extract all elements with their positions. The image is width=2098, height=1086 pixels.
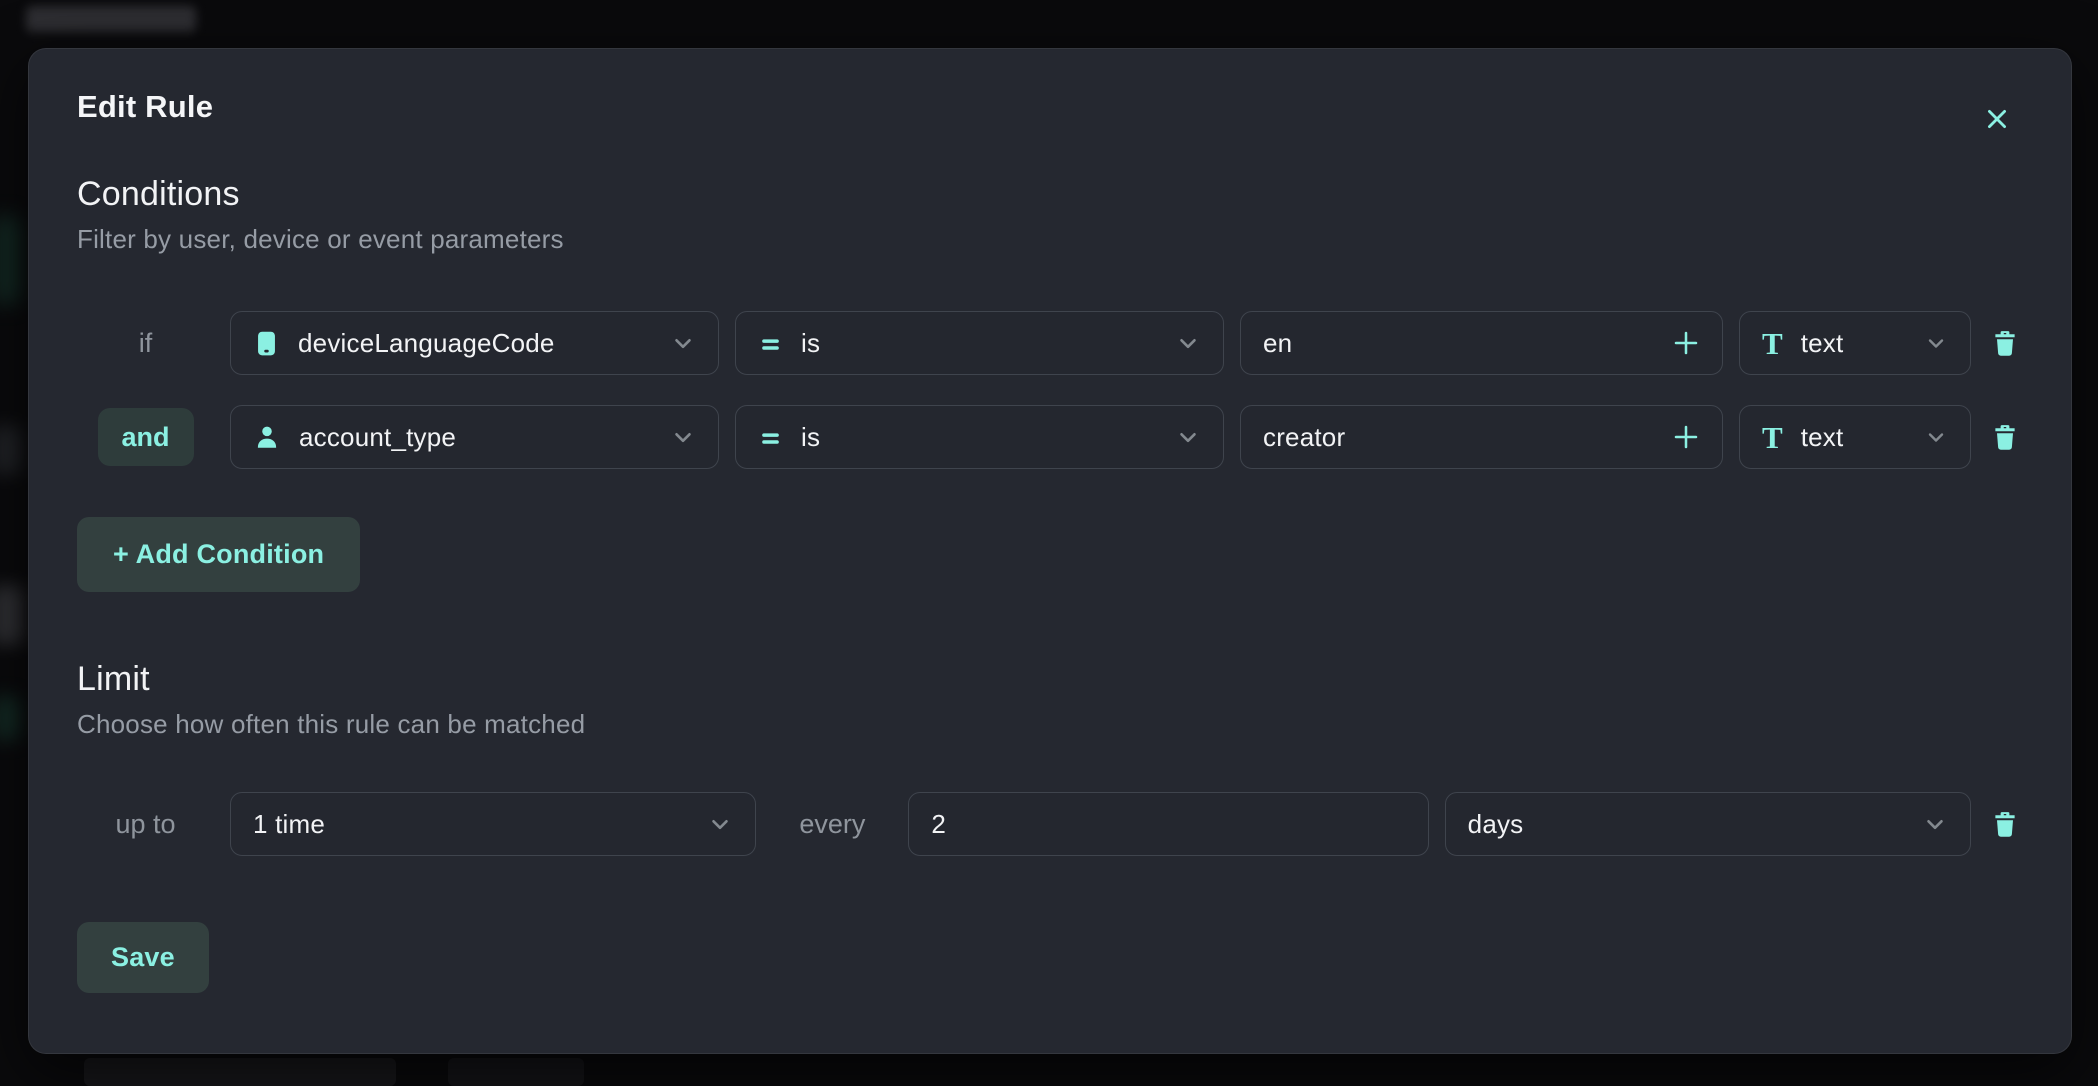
delete-condition-button[interactable] <box>1987 415 2023 459</box>
user-icon <box>253 423 281 451</box>
unit-select[interactable]: days <box>1444 792 1971 856</box>
if-label: if <box>138 327 153 358</box>
condition-row: and account_type <box>77 405 2023 469</box>
trash-icon <box>1990 328 2020 358</box>
every-label: every <box>799 808 866 839</box>
value-type: text <box>1800 327 1844 358</box>
background-remnant <box>0 585 24 645</box>
close-button[interactable] <box>1979 101 2015 137</box>
conditions-section: Conditions Filter by user, device or eve… <box>77 175 2023 592</box>
chevron-down-icon <box>670 330 696 356</box>
unit-value: days <box>1467 808 1524 839</box>
background-remnant <box>84 1058 396 1086</box>
value-input[interactable] <box>1263 421 1666 453</box>
add-value-button[interactable] <box>1666 417 1706 457</box>
background-page-title-remnant <box>26 6 196 32</box>
interval-field[interactable] <box>908 792 1429 856</box>
chevron-down-icon <box>670 424 696 450</box>
times-value: 1 time <box>253 808 326 839</box>
add-condition-button[interactable]: + Add Condition <box>77 517 361 592</box>
condition-row: if deviceLanguageCode <box>77 311 2023 375</box>
parameter-value: account_type <box>299 421 457 452</box>
background-remnant <box>0 695 20 741</box>
chevron-down-icon <box>1922 811 1948 837</box>
trash-icon <box>1990 422 2020 452</box>
up-to-label: up to <box>115 808 176 839</box>
background-remnant <box>0 425 22 475</box>
operator-select[interactable]: is <box>735 311 1224 375</box>
limit-rows: up to 1 time every days <box>77 792 2023 856</box>
operator-value: is <box>801 327 821 358</box>
limit-subtitle: Choose how often this rule can be matche… <box>77 709 586 739</box>
condition-rows: if deviceLanguageCode <box>77 311 2023 469</box>
add-value-button[interactable] <box>1666 323 1706 363</box>
connector-column: if <box>77 328 214 359</box>
delete-limit-button[interactable] <box>1987 802 2023 846</box>
chevron-down-icon <box>1175 424 1201 450</box>
value-field[interactable] <box>1240 405 1723 469</box>
edit-rule-modal: Edit Rule Conditions Filter by user, dev… <box>28 48 2072 1054</box>
connector-column: up to <box>77 809 214 840</box>
parameter-select[interactable]: deviceLanguageCode <box>230 311 719 375</box>
device-icon <box>253 328 280 359</box>
parameter-select[interactable]: account_type <box>230 405 719 469</box>
limit-heading: Limit <box>77 660 150 698</box>
chevron-down-icon <box>707 811 733 837</box>
plus-icon <box>1670 421 1702 453</box>
operator-value: is <box>801 421 821 452</box>
limit-row: up to 1 time every days <box>77 792 2023 856</box>
text-type-icon: T <box>1762 419 1783 455</box>
chevron-down-icon <box>1924 331 1948 355</box>
plus-icon <box>1670 327 1702 359</box>
connector-column: and <box>77 408 214 466</box>
and-or-toggle-button[interactable]: and <box>97 408 194 466</box>
interval-input[interactable] <box>931 808 1412 840</box>
chevron-down-icon <box>1175 330 1201 356</box>
delete-condition-button[interactable] <box>1987 321 2023 365</box>
value-input[interactable] <box>1263 327 1666 359</box>
conditions-subtitle: Filter by user, device or event paramete… <box>77 224 564 254</box>
value-field[interactable] <box>1240 311 1723 375</box>
value-type-select[interactable]: T text <box>1739 405 1971 469</box>
value-type: text <box>1800 421 1844 452</box>
value-type-select[interactable]: T text <box>1739 311 1971 375</box>
trash-icon <box>1990 809 2020 839</box>
operator-select[interactable]: is <box>735 405 1224 469</box>
limit-section: Limit Choose how often this rule can be … <box>77 660 2023 856</box>
background-remnant <box>0 215 20 305</box>
equals-icon <box>758 331 783 356</box>
background-remnant <box>448 1058 584 1086</box>
equals-icon <box>758 425 783 450</box>
conditions-heading: Conditions <box>77 175 240 213</box>
parameter-value: deviceLanguageCode <box>298 327 555 358</box>
text-type-icon: T <box>1762 325 1783 361</box>
close-icon <box>1984 106 2010 132</box>
modal-title: Edit Rule <box>77 89 214 124</box>
times-select[interactable]: 1 time <box>230 792 757 856</box>
chevron-down-icon <box>1924 425 1948 449</box>
save-button[interactable]: Save <box>77 922 209 993</box>
